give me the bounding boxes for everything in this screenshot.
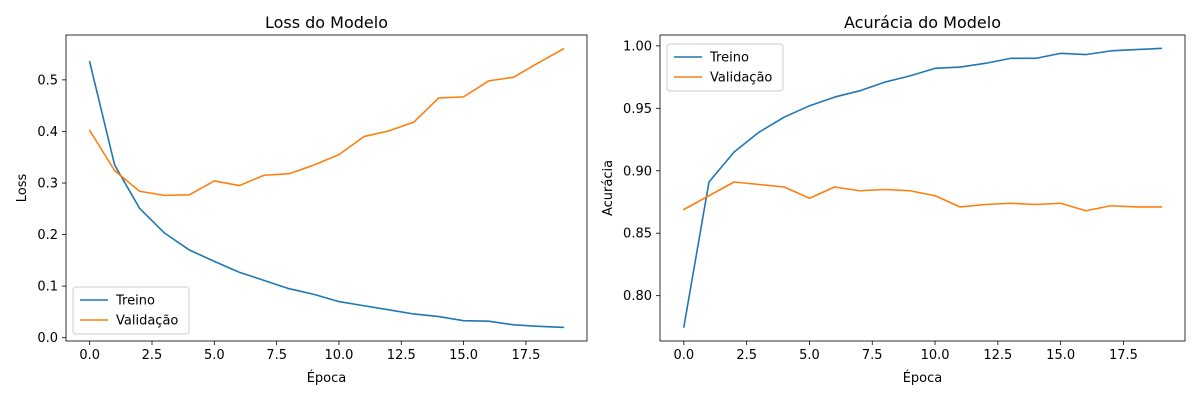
loss-y-tick-label: 0.5: [37, 73, 58, 88]
loss-x-tick-label: 15.0: [449, 348, 478, 363]
loss-x-axis-label: Época: [307, 370, 347, 386]
loss-x-tick-label: 7.5: [266, 348, 287, 363]
accuracy-x-tick-label: 7.5: [862, 348, 883, 363]
accuracy-chart-title: Acurácia do Modelo: [844, 13, 1001, 32]
accuracy-x-axis-label: Época: [903, 370, 943, 386]
accuracy-x-tick-label: 17.5: [1109, 348, 1138, 363]
loss-x-tick-label: 2.5: [142, 348, 163, 363]
loss-y-tick-label: 0.1: [37, 280, 58, 295]
loss-y-tick-label: 0.2: [37, 228, 58, 243]
loss-y-tick-label: 0.3: [37, 176, 58, 191]
accuracy-y-tick-label: 0.80: [623, 289, 652, 304]
accuracy-x-tick-label: 5.0: [799, 348, 820, 363]
accuracy-x-tick-label: 15.0: [1046, 348, 1075, 363]
accuracy-chart-panel: 0.0 2.5 5.0 7.5 10.0 12.5 15.0 17.5 0.80 0.85 0.90…: [601, 13, 1186, 386]
loss-legend-label-validacao: Validação: [116, 314, 178, 329]
accuracy-axes-frame: [659, 34, 1186, 342]
accuracy-x-axis: 0.0 2.5 5.0 7.5 10.0 12.5 15.0 17.5: [674, 341, 1138, 363]
accuracy-y-axis-label: Acurácia: [601, 160, 616, 216]
accuracy-legend-label-validacao: Validação: [710, 71, 772, 86]
accuracy-series-lines: [682, 47, 1162, 328]
loss-x-tick-label: 10.0: [324, 348, 353, 363]
loss-x-tick-label: 12.5: [387, 348, 416, 363]
accuracy-x-tick-label: 2.5: [736, 348, 757, 363]
loss-y-tick-label: 0.4: [37, 125, 58, 140]
accuracy-y-tick-label: 0.85: [623, 227, 652, 242]
loss-series-lines: [88, 47, 565, 329]
accuracy-x-tick-label: 10.0: [921, 348, 950, 363]
loss-legend-box: [72, 286, 190, 335]
accuracy-series-line-treino: [682, 47, 1162, 328]
loss-y-axis-label: Loss: [15, 174, 30, 203]
accuracy-y-tick-label: 0.95: [623, 102, 652, 117]
loss-legend-label-treino: Treino: [115, 294, 155, 309]
loss-chart-title: Loss do Modelo: [265, 13, 388, 32]
loss-series-line-validacao: [88, 47, 565, 197]
loss-x-axis: 0.0 2.5 5.0 7.5 10.0 12.5 15.0 17.5: [79, 341, 540, 363]
accuracy-y-axis: 0.80 0.85 0.90 0.95 1.00: [623, 39, 660, 304]
loss-chart-panel: 0.0 2.5 5.0 7.5 10.0 12.5 15.0 17.5 0.0 0.1 0.2 0.3…: [15, 13, 588, 386]
loss-axes-frame: [65, 34, 588, 342]
accuracy-y-tick-label: 0.90: [623, 164, 652, 179]
accuracy-x-tick-label: 0.0: [674, 348, 695, 363]
accuracy-legend-label-treino: Treino: [709, 51, 749, 66]
accuracy-series-line-validacao: [682, 181, 1162, 212]
loss-y-axis: 0.0 0.1 0.2 0.3 0.4 0.5: [37, 73, 66, 346]
loss-x-tick-label: 0.0: [79, 348, 100, 363]
accuracy-legend-box: [666, 43, 784, 92]
loss-x-tick-label: 5.0: [204, 348, 225, 363]
loss-legend: Treino Validação: [72, 286, 190, 335]
loss-series-line-treino: [88, 60, 565, 329]
accuracy-legend: Treino Validação: [666, 43, 784, 92]
accuracy-y-tick-label: 1.00: [623, 39, 652, 54]
accuracy-x-tick-label: 12.5: [983, 348, 1012, 363]
loss-y-tick-label: 0.0: [37, 331, 58, 346]
loss-x-tick-label: 17.5: [511, 348, 540, 363]
